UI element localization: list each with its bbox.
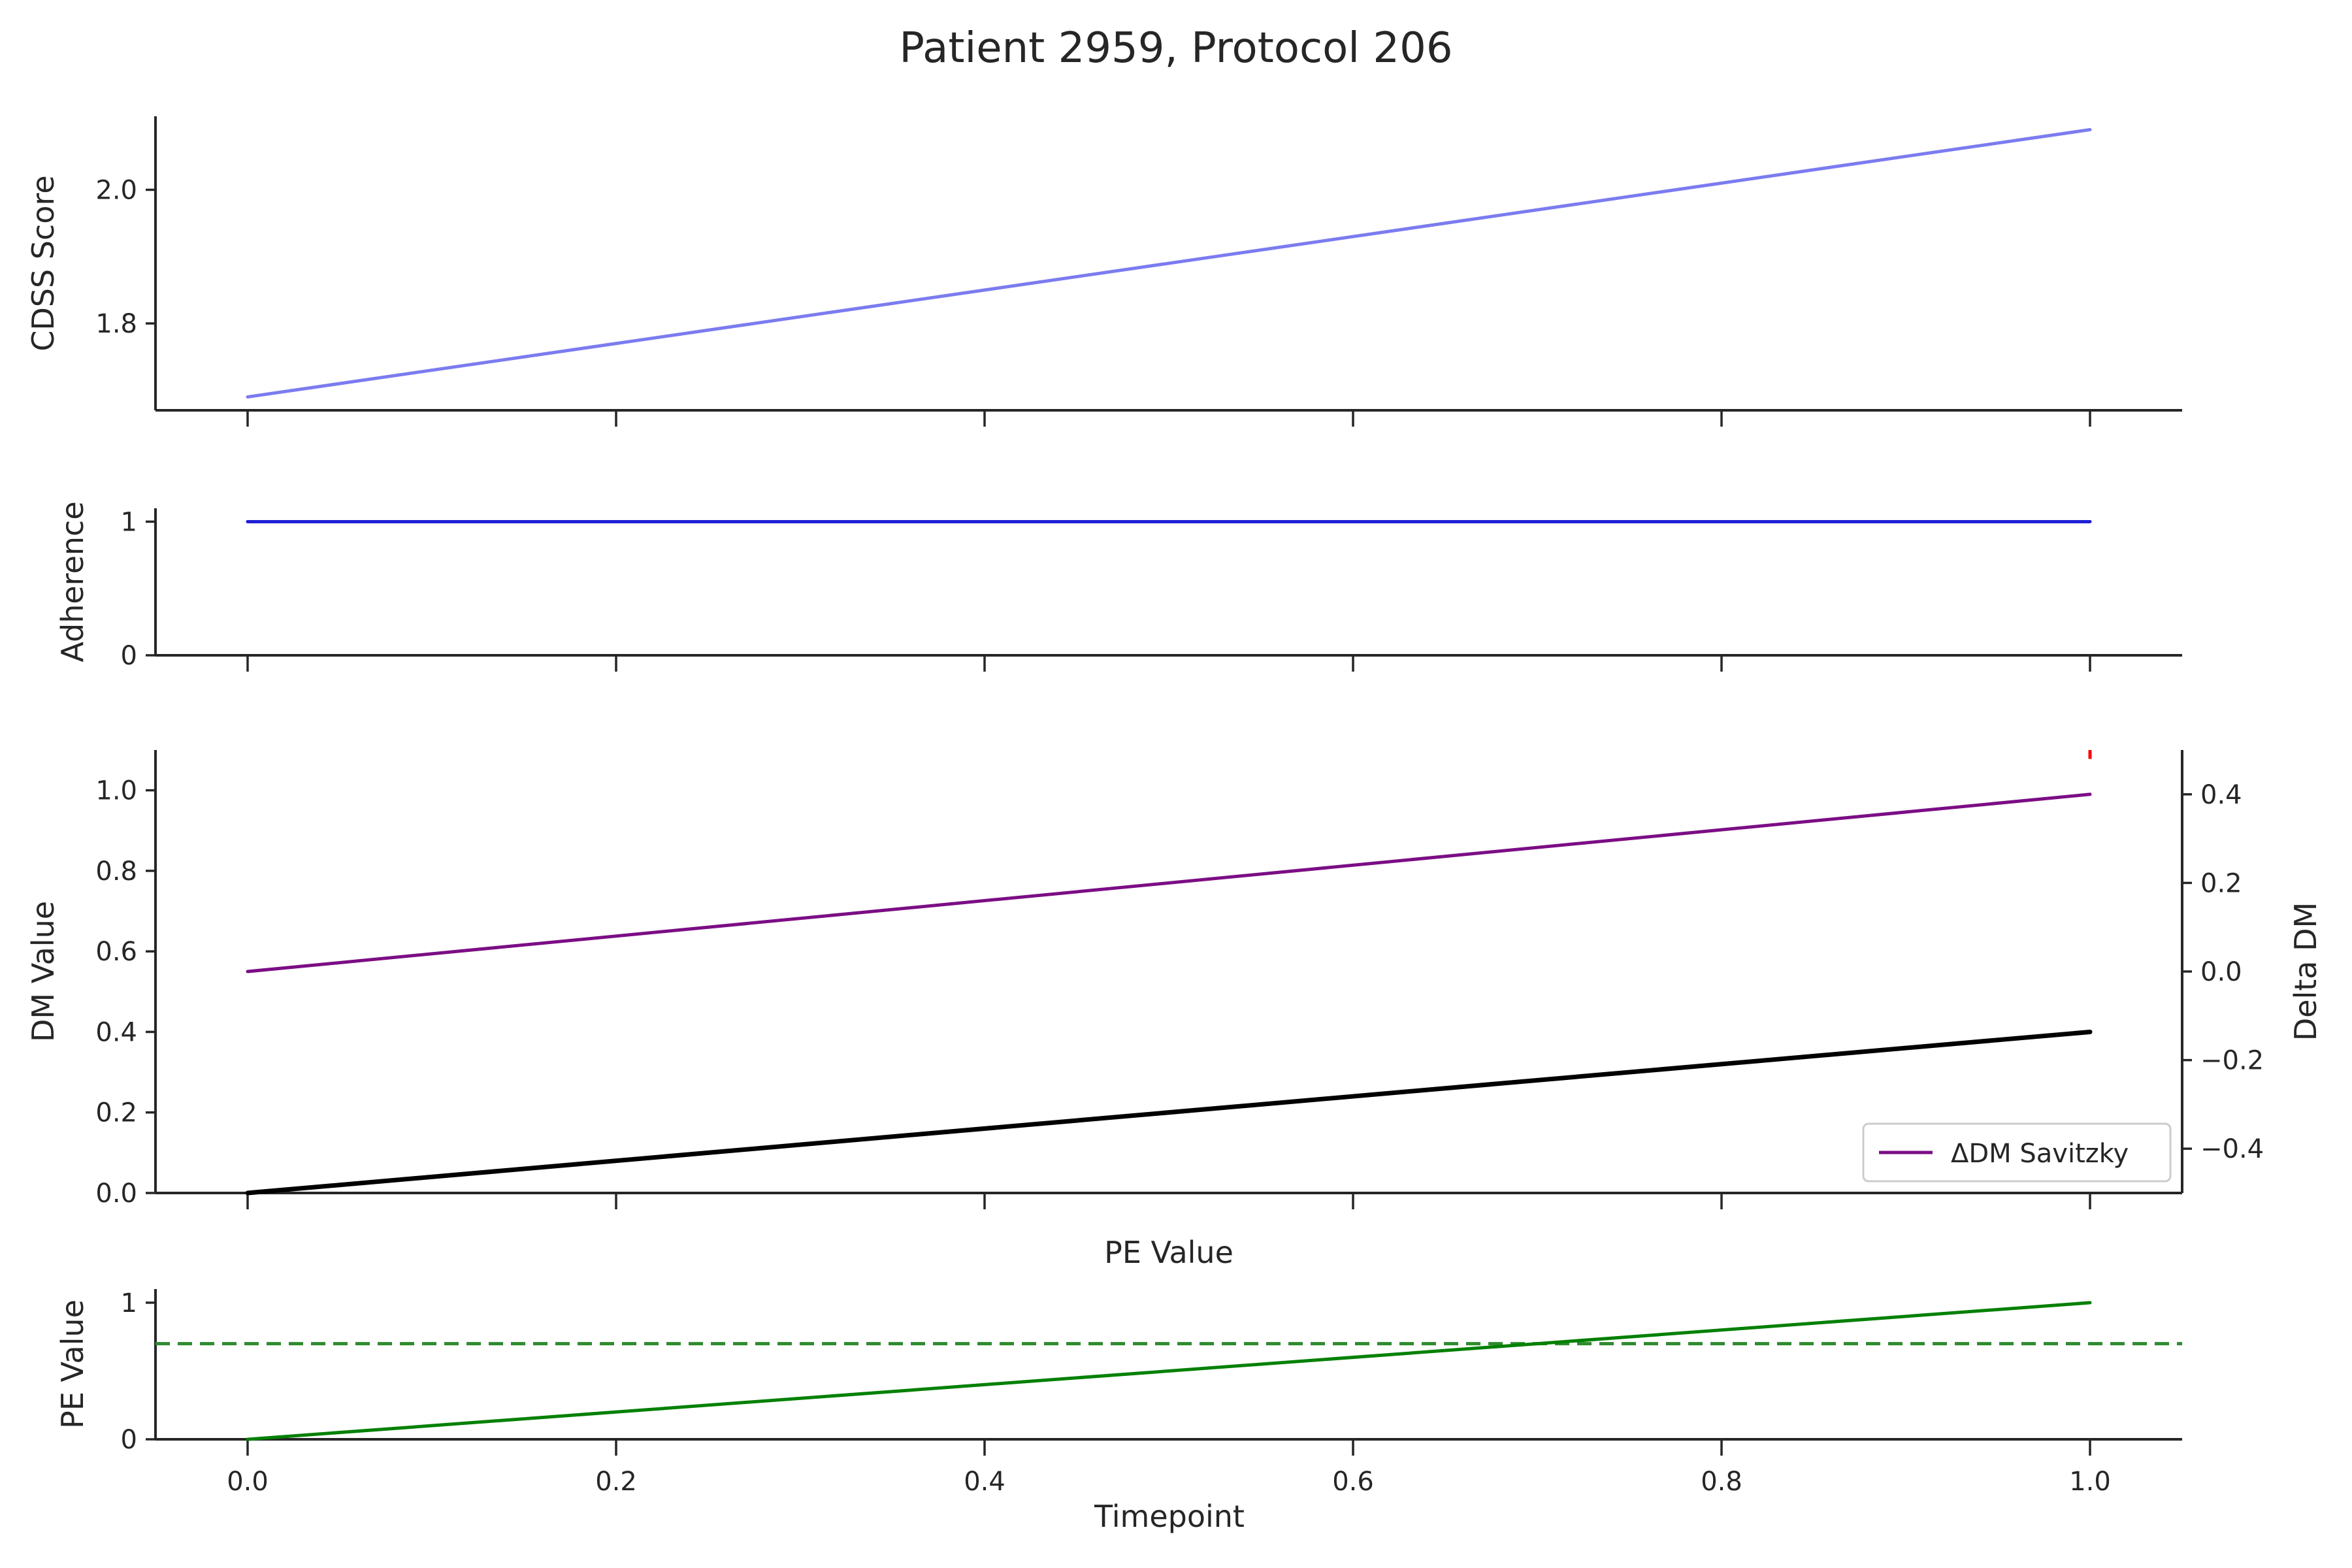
y-tick-label: 0.2 [95, 1098, 137, 1128]
y2-axis-label: Delta DM [2288, 902, 2323, 1041]
y-tick-label: 1.8 [95, 309, 137, 339]
y-axis-label: CDSS Score [25, 175, 61, 351]
y-tick-label: 1.0 [95, 776, 137, 806]
y-tick-label: 0.0 [95, 1179, 137, 1209]
legend-label: ΔDM Savitzky [1951, 1139, 2129, 1169]
y-tick-label: 0.8 [95, 857, 137, 887]
series-line [245, 1029, 2093, 1196]
y2-tick-label: 0.2 [2200, 868, 2242, 898]
y-tick-label: 0 [121, 1425, 137, 1455]
legend [1862, 1122, 2172, 1183]
y2-tick-label: −0.4 [2200, 1134, 2264, 1164]
x-tick-label: 0.6 [1332, 1467, 1374, 1497]
y-tick-label: 2.0 [95, 176, 137, 206]
y2-tick-label: 0.4 [2200, 780, 2242, 810]
y-tick-label: 0.6 [95, 937, 137, 967]
y-tick-label: 1 [121, 507, 137, 537]
series-line [246, 127, 2092, 399]
secondary-series-line [246, 792, 2092, 973]
y2-tick-label: 0.0 [2200, 957, 2242, 987]
y-tick-label: 1 [121, 1288, 137, 1318]
panel-title: PE Value [1104, 1235, 1233, 1270]
x-tick-label: 0.8 [1701, 1467, 1742, 1497]
y-tick-label: 0 [121, 641, 137, 671]
x-tick-label: 1.0 [2069, 1467, 2111, 1497]
panels: 1.8 2.0 CDSS Score 0 1 Adherence 0.0 0.2 0.4 0.6 0… [25, 116, 2323, 1497]
y-axis-label: DM Value [25, 901, 61, 1042]
y2-tick-label: −0.2 [2200, 1046, 2264, 1076]
x-tick-label: 0.2 [595, 1467, 637, 1497]
chart-title: Patient 2959, Protocol 206 [899, 24, 1452, 73]
y-axis-label: Adherence [55, 501, 90, 662]
y-axis-label: PE Value [55, 1299, 90, 1429]
series-line [246, 1301, 2092, 1441]
x-tick-label: 0.4 [964, 1467, 1005, 1497]
y-tick-label: 0.4 [95, 1017, 137, 1047]
x-tick-label: 0.0 [227, 1467, 269, 1497]
x-axis-label: Timepoint [1094, 1499, 1245, 1534]
